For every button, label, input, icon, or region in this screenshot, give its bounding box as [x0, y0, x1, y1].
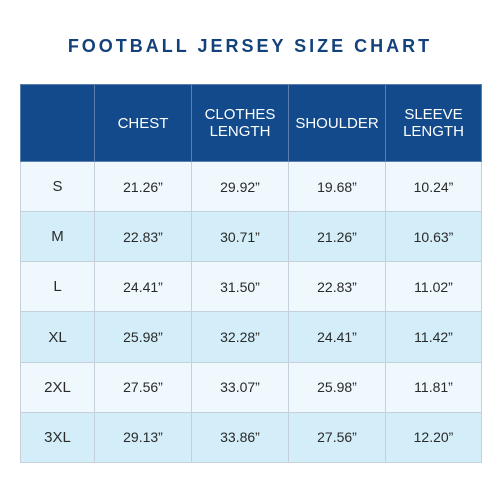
header-clothes-label-line2: LENGTH — [209, 123, 271, 140]
size-cell: 3XL — [20, 411, 95, 464]
chest-cell: 27.56” — [94, 361, 192, 413]
header-cell-shoulder: SHOULDER — [288, 84, 386, 162]
size-cell: S — [20, 160, 95, 213]
header-cell-clothes-length: CLOTHES LENGTH — [191, 84, 289, 162]
clothes-length-cell: 30.71” — [191, 211, 289, 263]
table-row: L 24.41” 31.50” 22.83” 11.02” — [20, 261, 482, 313]
table-row: S 21.26” 29.92” 19.68” 10.24” — [20, 160, 482, 213]
shoulder-cell: 22.83” — [288, 261, 386, 313]
header-chest-label: CHEST — [117, 114, 169, 132]
sleeve-length-cell: 11.02” — [385, 261, 482, 313]
header-clothes-label-line1: CLOTHES — [204, 106, 276, 123]
sleeve-length-cell: 12.20” — [385, 411, 482, 464]
chest-cell: 24.41” — [94, 261, 192, 313]
header-sleeve-label-line1: SLEEVE — [404, 106, 463, 123]
chest-cell: 29.13” — [94, 411, 192, 464]
size-cell: M — [20, 211, 95, 263]
header-cell-sleeve-length: SLEEVE LENGTH — [385, 84, 482, 162]
header-sleeve-label-line2: LENGTH — [403, 123, 464, 140]
size-cell: 2XL — [20, 361, 95, 413]
header-row: CHEST CLOTHES LENGTH SHOULDER SLEEVE LEN… — [20, 84, 482, 162]
clothes-length-cell: 33.07” — [191, 361, 289, 413]
header-shoulder-label: SHOULDER — [295, 114, 379, 132]
table-row: 2XL 27.56” 33.07” 25.98” 11.81” — [20, 361, 482, 413]
clothes-length-cell: 32.28” — [191, 311, 289, 363]
shoulder-cell: 25.98” — [288, 361, 386, 413]
sleeve-length-cell: 11.42” — [385, 311, 482, 363]
chart-title: FOOTBALL JERSEY SIZE CHART — [67, 36, 433, 56]
shoulder-cell: 24.41” — [288, 311, 386, 363]
chest-cell: 25.98” — [94, 311, 192, 363]
size-cell: L — [20, 261, 95, 313]
chest-cell: 21.26” — [94, 160, 192, 213]
clothes-length-cell: 33.86” — [191, 411, 289, 464]
header-cell-size — [20, 84, 95, 162]
sleeve-length-cell: 10.63” — [385, 211, 482, 263]
clothes-length-cell: 29.92” — [191, 160, 289, 213]
table-row: 3XL 29.13” 33.86” 27.56” 12.20” — [20, 411, 482, 464]
sleeve-length-cell: 10.24” — [385, 160, 482, 213]
table-row: M 22.83” 30.71” 21.26” 10.63” — [20, 211, 482, 263]
clothes-length-cell: 31.50” — [191, 261, 289, 313]
shoulder-cell: 21.26” — [288, 211, 386, 263]
shoulder-cell: 27.56” — [288, 411, 386, 464]
chest-cell: 22.83” — [94, 211, 192, 263]
header-cell-chest: CHEST — [94, 84, 192, 162]
size-cell: XL — [20, 311, 95, 363]
size-chart-table: CHEST CLOTHES LENGTH SHOULDER SLEEVE LEN… — [20, 84, 482, 464]
shoulder-cell: 19.68” — [288, 160, 386, 213]
sleeve-length-cell: 11.81” — [385, 361, 482, 413]
table-row: XL 25.98” 32.28” 24.41” 11.42” — [20, 311, 482, 363]
